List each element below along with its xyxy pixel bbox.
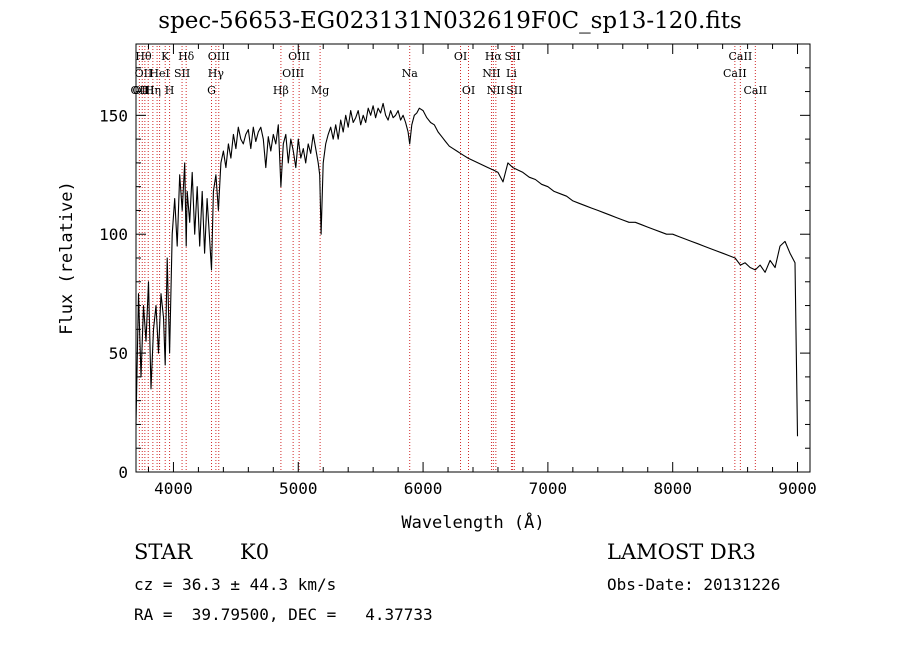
x-tick-label: 6000: [404, 479, 443, 498]
plot-frame: [135, 43, 811, 473]
obs-date: Obs-Date: 20131226: [607, 575, 781, 594]
object-subclass: K0: [240, 540, 270, 564]
spectral-line-label: OIII: [282, 67, 304, 80]
spectral-line-label: Na: [402, 67, 419, 80]
chart-title: spec-56653-EG023131N032619F0C_sp13-120.f…: [158, 8, 742, 34]
spectral-line-label: CaII: [729, 50, 753, 63]
x-tick-label: 7000: [529, 479, 568, 498]
spectral-line-label: OI: [462, 84, 475, 97]
redshift-cz: cz = 36.3 ± 44.3 km/s: [134, 575, 337, 594]
spectrum-line: [135, 102, 799, 437]
spectral-line-label: Mg: [311, 84, 329, 97]
spectral-line-label: Hβ: [273, 84, 289, 97]
x-axis-label: Wavelength (Å): [401, 511, 544, 533]
spectral-line-label: CaII: [723, 67, 747, 80]
y-tick-label: 0: [118, 463, 128, 482]
spectral-line-label: OIII: [132, 84, 154, 97]
spectral-line-label: HeI: [149, 67, 169, 80]
spectral-line-label: Hθ: [135, 50, 152, 63]
spectral-line-label: Hα: [485, 50, 503, 63]
y-tick-label: 100: [99, 225, 128, 244]
spectral-line-label: K: [161, 50, 170, 63]
spectral-line-label: H: [165, 84, 175, 97]
spectral-line-label: OIII: [288, 50, 310, 63]
spectral-line-label: Li: [506, 67, 517, 80]
spectral-line-label: SII: [174, 67, 190, 80]
spectral-line-label: OIII: [208, 50, 230, 63]
y-tick-label: 50: [109, 344, 128, 363]
spectral-line-label: SII: [506, 84, 522, 97]
spectral-line-label: OI: [454, 50, 467, 63]
ra-dec: RA = 39.79500, DEC = 4.37733: [134, 605, 433, 624]
x-tick-label: 8000: [653, 479, 692, 498]
spectral-line-label: Hδ: [178, 50, 195, 63]
spectral-line-label: OII: [131, 84, 149, 97]
spectral-line-label: SII: [504, 50, 520, 63]
y-axis-label: Flux (relative): [57, 181, 77, 335]
spectral-line-label: OII: [135, 67, 153, 80]
object-class: STAR: [134, 540, 193, 564]
survey-label: LAMOST DR3: [607, 540, 756, 564]
spectral-line-label: CaII: [743, 84, 767, 97]
spectral-line-label: Hη: [145, 84, 161, 97]
x-tick-label: 4000: [154, 479, 193, 498]
spectral-line-label: NII: [482, 67, 500, 80]
x-tick-label: 5000: [279, 479, 318, 498]
y-tick-label: 150: [99, 106, 128, 125]
spectral-line-label: NII: [487, 84, 505, 97]
spectral-line-label: G: [207, 84, 216, 97]
x-tick-label: 9000: [778, 479, 817, 498]
spectral-line-label: Hγ: [208, 67, 225, 80]
